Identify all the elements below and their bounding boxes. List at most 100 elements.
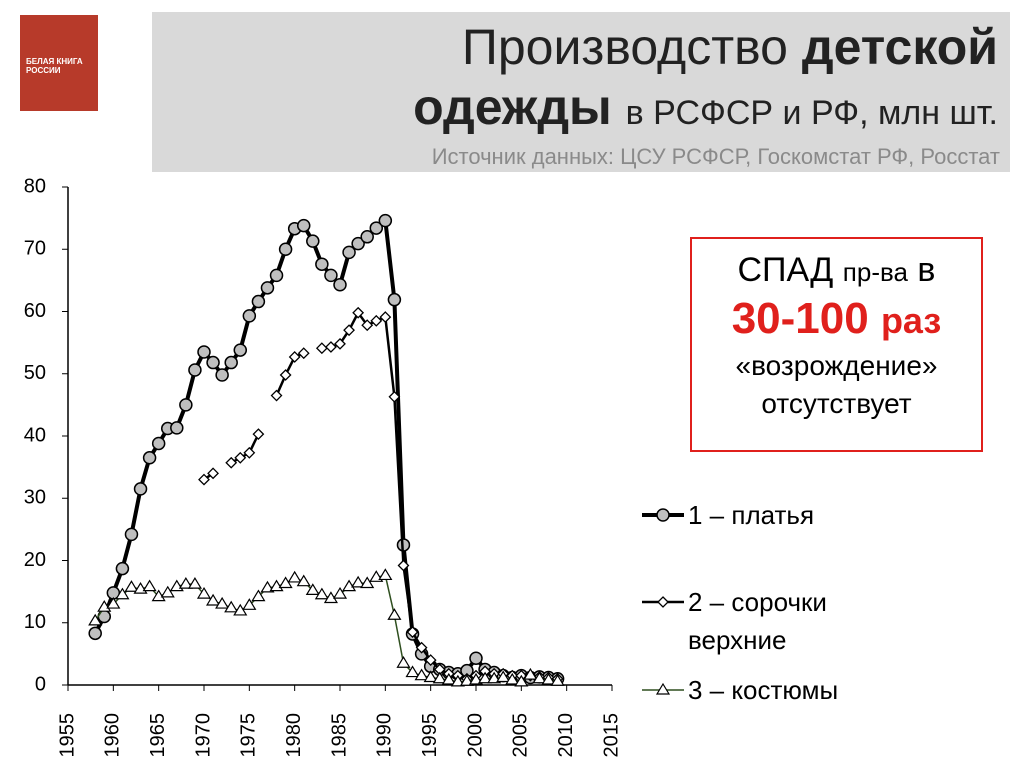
marker — [242, 598, 257, 610]
x-tick-label: 1975 — [238, 713, 260, 758]
y-tick-label: 70 — [24, 238, 46, 260]
marker — [405, 665, 420, 678]
title-line: одежды в РСФСР и РФ, млн шт. — [413, 78, 998, 136]
marker — [550, 674, 565, 686]
marker — [387, 292, 402, 307]
marker — [296, 218, 311, 233]
y-tick-label: 30 — [24, 487, 46, 509]
marker — [351, 236, 365, 251]
marker — [206, 355, 220, 370]
annotation-line: 30-100 раз — [692, 294, 981, 344]
marker — [487, 671, 502, 684]
marker — [342, 245, 356, 260]
title-box: Производство детской одежды в РСФСР и РФ… — [152, 12, 1010, 172]
series-line — [275, 352, 305, 397]
marker — [224, 600, 239, 613]
marker — [151, 589, 166, 602]
marker — [361, 319, 374, 332]
y-tick-label: 80 — [24, 175, 46, 197]
marker — [370, 314, 383, 327]
marker — [297, 347, 310, 360]
marker — [197, 345, 211, 359]
marker — [441, 672, 456, 685]
marker — [333, 277, 347, 292]
series-line — [93, 218, 558, 681]
marker — [287, 570, 302, 583]
marker — [133, 482, 148, 496]
title-bold: детской — [801, 19, 998, 75]
x-tick-label: 2000 — [464, 713, 486, 758]
marker — [388, 390, 401, 403]
marker — [352, 306, 365, 319]
marker — [325, 341, 337, 353]
annotation-box: СПАД пр-ва в 30-100 раз «возрождение» от… — [690, 237, 983, 452]
marker — [124, 580, 139, 592]
marker — [657, 596, 669, 608]
marker — [314, 587, 329, 600]
marker — [343, 324, 355, 337]
x-tick-label: 1990 — [374, 713, 396, 758]
x-tick-label: 2010 — [555, 713, 577, 758]
marker — [397, 559, 410, 572]
x-tick-label: 1985 — [328, 713, 350, 758]
x-tick-label: 1965 — [147, 713, 169, 758]
marker — [306, 234, 320, 248]
marker — [251, 294, 266, 309]
legend-label: 2 – сорочки верхние — [688, 587, 827, 655]
marker — [496, 670, 511, 683]
marker — [360, 576, 375, 589]
marker — [215, 596, 230, 609]
marker — [541, 672, 556, 685]
marker — [252, 428, 265, 441]
marker — [251, 589, 266, 602]
marker — [334, 337, 346, 350]
marker — [505, 672, 520, 685]
title-text: в РСФСР и РФ, млн шт. — [625, 94, 998, 132]
x-tick-label: 1955 — [56, 713, 78, 758]
marker — [378, 213, 393, 228]
marker — [278, 242, 293, 256]
series-line — [321, 311, 558, 681]
marker — [233, 343, 248, 357]
marker — [115, 561, 130, 576]
marker — [396, 656, 411, 668]
marker — [342, 579, 357, 592]
marker — [478, 671, 493, 684]
x-tick-label: 1970 — [192, 713, 214, 758]
source: Источник данных: ЦСУ РСФСР, Госкомстат Р… — [431, 144, 1000, 169]
marker — [224, 355, 238, 370]
marker — [187, 576, 202, 589]
marker — [115, 587, 130, 600]
legend-label: 3 – костюмы — [688, 675, 839, 705]
legend-label: 1 – платья — [688, 500, 815, 530]
marker — [269, 579, 284, 592]
marker — [124, 527, 139, 542]
annotation-text: раз — [880, 300, 942, 341]
marker — [270, 389, 283, 402]
marker — [415, 641, 428, 654]
series-line — [230, 433, 260, 464]
marker — [324, 268, 338, 283]
marker — [424, 654, 437, 667]
y-tick-label: 50 — [24, 362, 46, 384]
marker — [315, 257, 329, 271]
marker — [142, 579, 157, 592]
marker — [351, 575, 366, 588]
y-tick-label: 0 — [35, 673, 46, 695]
title-line: Производство детской — [462, 18, 998, 76]
marker — [225, 456, 238, 469]
title-text: Производство — [461, 19, 788, 75]
marker — [656, 508, 670, 522]
annotation-text: «возрождение» — [735, 350, 938, 381]
marker — [414, 668, 429, 681]
marker — [278, 576, 293, 589]
annotation-text: 30-100 — [731, 294, 869, 343]
marker — [97, 600, 112, 612]
marker — [296, 574, 311, 587]
marker — [170, 421, 184, 435]
title-bold: одежды — [413, 79, 612, 135]
marker — [468, 672, 484, 685]
y-tick-label: 40 — [24, 424, 46, 446]
